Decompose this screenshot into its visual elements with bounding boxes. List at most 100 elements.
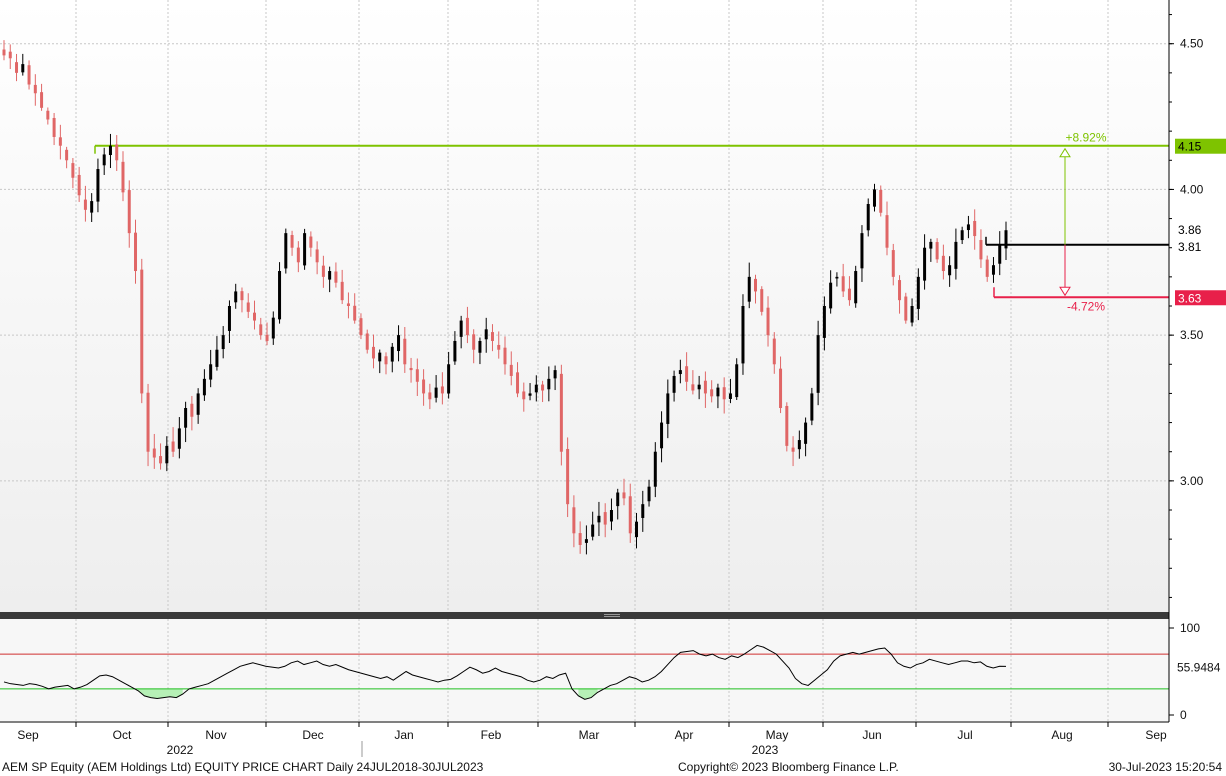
panel-divider[interactable] — [0, 612, 1169, 619]
candle-body — [835, 276, 839, 279]
candle-body — [290, 235, 294, 248]
candle-body — [609, 510, 613, 522]
candle-body — [722, 387, 726, 400]
rsi-indicator: 55.9484 — [0, 644, 1226, 700]
candle-body — [728, 393, 732, 399]
candle-body — [108, 145, 112, 156]
last-high-label-bg — [1175, 222, 1226, 238]
candle-body — [929, 241, 933, 249]
rsi-y-tick-label: 0 — [1180, 708, 1187, 722]
candle-body — [265, 334, 269, 341]
candle-body — [522, 391, 526, 400]
candle-body — [622, 492, 626, 499]
x-month-label: Aug — [1051, 728, 1072, 742]
candle-body — [340, 281, 344, 301]
last-close-label: 3.81 — [1178, 240, 1202, 254]
candle-body — [96, 169, 100, 202]
level-labels: +8.92% -4.72% 4.15 3.86 3.81 3.63 — [1065, 131, 1226, 313]
x-month-label: Apr — [675, 728, 694, 742]
support-level-label: 3.63 — [1178, 291, 1202, 305]
candle-body — [954, 241, 958, 269]
candle-body — [284, 233, 288, 269]
candle-body — [584, 539, 588, 543]
candle-body — [453, 340, 457, 362]
candle-body — [46, 110, 50, 120]
candle-body — [985, 259, 989, 277]
candle-body — [484, 329, 488, 340]
candle-body — [866, 204, 870, 231]
candle-body — [15, 62, 19, 73]
candle-body — [221, 335, 225, 350]
last-high-label: 3.86 — [1178, 223, 1202, 237]
candle-body — [960, 230, 964, 241]
candle-body — [703, 380, 707, 394]
candle-body — [102, 154, 106, 166]
resistance-level-label-bg — [1175, 138, 1226, 154]
candle-body — [478, 340, 482, 353]
candle-body — [941, 255, 945, 272]
candle-body — [553, 370, 557, 379]
candle-body — [134, 232, 138, 272]
x-year-label: 2022 — [167, 743, 194, 757]
candle-body — [528, 393, 532, 396]
candle-body — [973, 220, 977, 237]
candle-body — [822, 306, 826, 338]
candle-body — [904, 296, 908, 321]
candle-body — [779, 368, 783, 408]
x-month-label: Mar — [579, 728, 600, 742]
candle-body — [27, 65, 31, 85]
candle-body — [353, 305, 357, 321]
y-tick-label: 4.50 — [1180, 37, 1204, 51]
candle-body — [334, 271, 338, 283]
candle-body — [83, 199, 87, 210]
candle-body — [935, 242, 939, 260]
candle-body — [196, 393, 200, 415]
candle-body — [465, 317, 469, 336]
rsi-value-label: 55.9484 — [1177, 660, 1221, 674]
candle-body — [365, 333, 369, 350]
candle-body — [171, 441, 175, 452]
rsi-line — [3, 644, 1007, 700]
candle-body — [804, 422, 808, 444]
x-year-label: 2023 — [752, 743, 779, 757]
candle-body — [603, 512, 607, 525]
candle-body — [472, 334, 476, 350]
candle-body — [841, 276, 845, 292]
candle-body — [672, 375, 676, 393]
candle-body — [346, 303, 350, 306]
candle-body — [378, 352, 382, 362]
x-month-label: May — [766, 728, 789, 742]
candle-body — [572, 507, 576, 534]
candle-body — [121, 161, 125, 193]
candle-body — [422, 379, 426, 394]
candle-body — [766, 307, 770, 336]
candle-body — [991, 265, 995, 275]
candle-body — [271, 317, 275, 339]
candle-body — [678, 370, 682, 375]
candle-body — [785, 405, 789, 446]
candle-body — [966, 224, 970, 231]
candle-body — [434, 387, 438, 398]
candle-body — [716, 387, 720, 397]
candle-body — [810, 393, 814, 421]
candle-body — [885, 215, 889, 248]
candle-body — [409, 367, 413, 371]
rsi-oversold-fill — [138, 688, 598, 700]
candle-body — [998, 244, 1002, 264]
candle-body — [497, 344, 501, 350]
resistance-level-label: 4.15 — [1178, 140, 1202, 154]
candle-body — [635, 521, 639, 538]
candle-body — [847, 288, 851, 301]
candle-body — [754, 278, 757, 292]
candle-body — [591, 524, 595, 537]
candle-body — [390, 346, 394, 362]
candle-body — [253, 312, 256, 321]
x-month-label: Oct — [113, 728, 132, 742]
candle-body — [90, 201, 94, 213]
candle-body — [772, 338, 776, 365]
x-month-label: Dec — [302, 728, 323, 742]
candle-body — [829, 282, 833, 309]
candle-body — [641, 504, 645, 518]
candle-body — [259, 324, 263, 336]
